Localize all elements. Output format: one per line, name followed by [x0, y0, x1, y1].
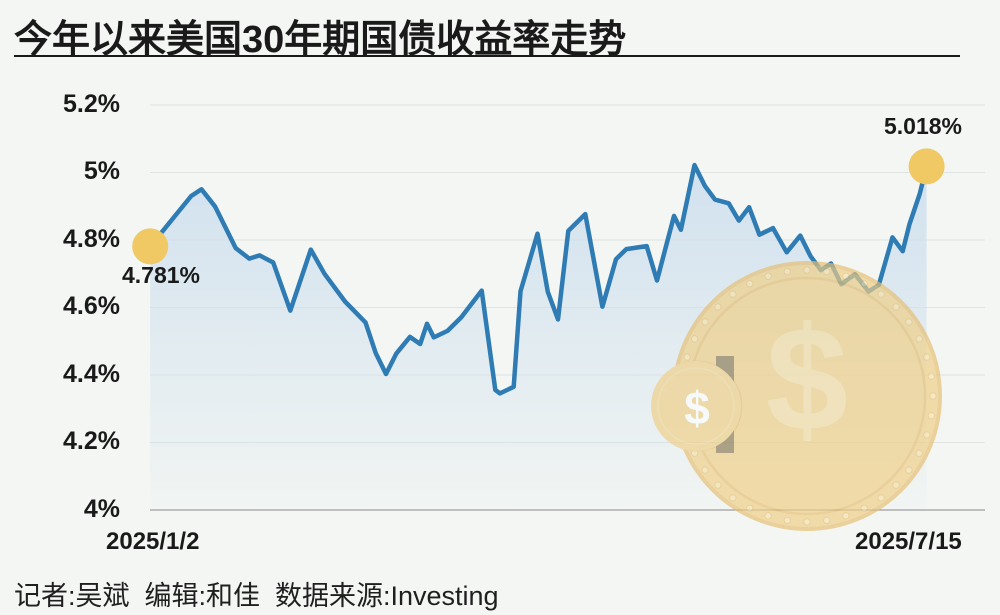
svg-text:$: $: [684, 382, 710, 434]
svg-text:$: $: [766, 297, 848, 462]
